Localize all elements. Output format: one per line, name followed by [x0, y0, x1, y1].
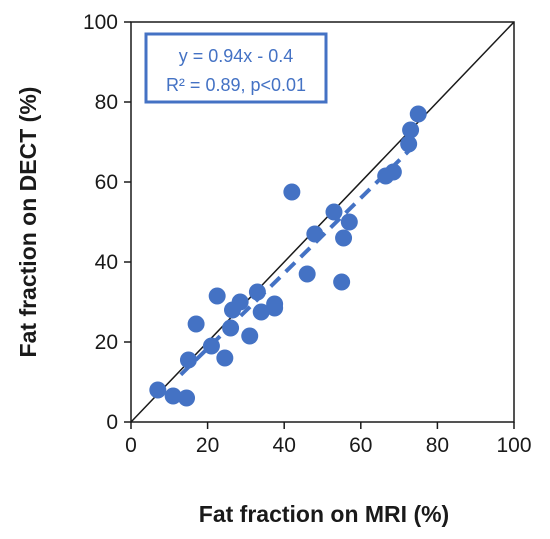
data-point — [409, 105, 427, 123]
r-squared-label: R² = 0.89, p<0.01 — [166, 75, 306, 95]
y-axis-title: Fat fraction on DECT (%) — [15, 87, 41, 358]
y-tick-label: 80 — [95, 91, 118, 114]
x-tick-label: 40 — [273, 434, 296, 457]
data-point — [325, 203, 343, 221]
data-point — [164, 387, 182, 405]
y-tick-label: 40 — [95, 251, 118, 274]
annotation-box: y = 0.94x - 0.4 R² = 0.89, p<0.01 — [144, 32, 328, 104]
data-point — [178, 389, 196, 407]
x-tick-label: 60 — [349, 434, 372, 457]
data-point — [248, 283, 266, 301]
plot-area — [130, 21, 515, 423]
regression-line — [179, 143, 416, 377]
data-point — [266, 295, 284, 313]
data-point — [216, 349, 234, 367]
data-point — [241, 327, 259, 345]
x-tick-label: 0 — [125, 434, 137, 457]
data-point — [384, 163, 402, 181]
plot-frame — [130, 21, 515, 423]
y-tick-label: 20 — [95, 331, 118, 354]
data-point — [202, 337, 220, 355]
x-tick-label: 80 — [426, 434, 449, 457]
data-point — [298, 265, 316, 283]
data-point — [335, 229, 353, 247]
data-point — [149, 381, 167, 399]
data-point — [333, 273, 351, 291]
data-point — [231, 293, 249, 311]
x-tick-label: 100 — [496, 434, 531, 457]
data-point — [179, 351, 197, 369]
y-tick-label: 100 — [83, 11, 118, 34]
annotation-frame — [144, 32, 328, 104]
x-axis-title: Fat fraction on MRI (%) — [199, 501, 449, 527]
data-point — [208, 287, 226, 305]
y-tick-label: 60 — [95, 171, 118, 194]
data-point — [187, 315, 205, 333]
data-point — [400, 135, 418, 153]
data-point — [340, 213, 358, 231]
x-tick-label: 20 — [196, 434, 219, 457]
data-point — [222, 319, 240, 337]
y-tick-label: 0 — [106, 411, 118, 434]
data-point — [283, 183, 301, 201]
data-point — [402, 121, 420, 139]
axis-ticks: 0 20 40 60 80 100 0 20 40 60 80 100 — [83, 11, 532, 457]
regression-equation: y = 0.94x - 0.4 — [179, 46, 294, 66]
data-point — [306, 225, 324, 243]
data-point — [252, 303, 270, 321]
